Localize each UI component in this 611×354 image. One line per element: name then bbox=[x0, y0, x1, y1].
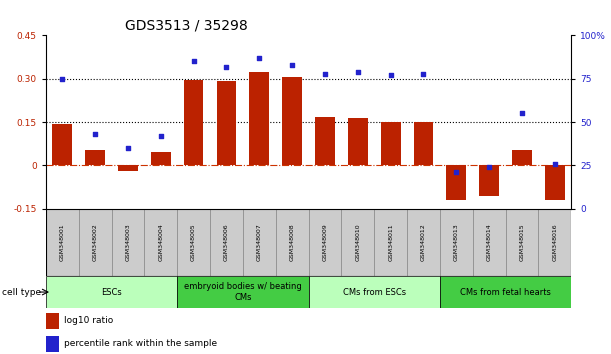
Point bbox=[550, 161, 560, 167]
Point bbox=[254, 55, 264, 61]
Text: GSM348011: GSM348011 bbox=[388, 224, 393, 261]
Text: GSM348003: GSM348003 bbox=[125, 224, 130, 261]
Text: GSM348012: GSM348012 bbox=[421, 224, 426, 261]
Text: GSM348015: GSM348015 bbox=[519, 224, 524, 261]
Bar bbox=[79, 209, 111, 276]
Point bbox=[485, 164, 494, 170]
Point bbox=[90, 131, 100, 137]
Bar bbox=[381, 122, 401, 165]
Text: cell type: cell type bbox=[2, 287, 41, 297]
Bar bbox=[348, 118, 368, 165]
Bar bbox=[86, 150, 105, 165]
Text: GSM348005: GSM348005 bbox=[191, 224, 196, 261]
Text: GSM348016: GSM348016 bbox=[552, 224, 557, 261]
Bar bbox=[111, 209, 144, 276]
Bar bbox=[375, 209, 407, 276]
Text: CMs from fetal hearts: CMs from fetal hearts bbox=[460, 287, 551, 297]
Bar bbox=[506, 209, 538, 276]
Bar bbox=[144, 209, 177, 276]
Bar bbox=[118, 165, 138, 171]
Text: log10 ratio: log10 ratio bbox=[64, 316, 114, 325]
Text: GSM348006: GSM348006 bbox=[224, 224, 229, 261]
Point bbox=[320, 71, 330, 76]
Bar bbox=[440, 209, 473, 276]
Text: GSM348013: GSM348013 bbox=[454, 224, 459, 261]
Bar bbox=[243, 209, 276, 276]
Text: GSM348007: GSM348007 bbox=[257, 224, 262, 261]
Point bbox=[189, 58, 199, 64]
Bar bbox=[177, 276, 309, 308]
Text: GSM348010: GSM348010 bbox=[356, 224, 360, 261]
Text: GSM348008: GSM348008 bbox=[290, 224, 295, 261]
Bar bbox=[545, 165, 565, 200]
Bar bbox=[342, 209, 374, 276]
Bar bbox=[46, 276, 177, 308]
Text: ESCs: ESCs bbox=[101, 287, 122, 297]
Bar bbox=[276, 209, 309, 276]
Point bbox=[123, 145, 133, 151]
Bar bbox=[210, 209, 243, 276]
Bar bbox=[309, 209, 342, 276]
Point bbox=[517, 110, 527, 116]
Text: CMs from ESCs: CMs from ESCs bbox=[343, 287, 406, 297]
Bar bbox=[512, 150, 532, 165]
Bar bbox=[249, 72, 269, 165]
Bar bbox=[177, 209, 210, 276]
Point bbox=[353, 69, 363, 75]
Bar bbox=[407, 209, 440, 276]
Point bbox=[57, 76, 67, 81]
Point bbox=[156, 133, 166, 139]
Point bbox=[419, 71, 428, 76]
Bar bbox=[46, 209, 79, 276]
Text: percentile rank within the sample: percentile rank within the sample bbox=[64, 339, 218, 348]
Bar bbox=[473, 209, 506, 276]
Text: GSM348014: GSM348014 bbox=[487, 224, 492, 261]
Text: GSM348002: GSM348002 bbox=[93, 224, 98, 261]
Text: GSM348004: GSM348004 bbox=[158, 224, 163, 261]
Bar bbox=[151, 153, 170, 165]
Bar bbox=[53, 124, 72, 165]
Bar bbox=[440, 276, 571, 308]
Text: GSM348009: GSM348009 bbox=[323, 224, 327, 261]
Bar bbox=[538, 209, 571, 276]
Bar bbox=[46, 336, 59, 352]
Point bbox=[287, 62, 297, 68]
Bar bbox=[309, 276, 440, 308]
Bar bbox=[414, 122, 433, 165]
Bar bbox=[46, 313, 59, 329]
Point bbox=[386, 73, 395, 78]
Bar bbox=[282, 77, 302, 165]
Bar bbox=[479, 165, 499, 196]
Text: GDS3513 / 35298: GDS3513 / 35298 bbox=[125, 19, 247, 33]
Text: embryoid bodies w/ beating
CMs: embryoid bodies w/ beating CMs bbox=[184, 282, 302, 302]
Bar bbox=[217, 81, 236, 165]
Point bbox=[222, 64, 232, 69]
Bar bbox=[447, 165, 466, 200]
Text: GSM348001: GSM348001 bbox=[60, 224, 65, 261]
Point bbox=[452, 170, 461, 175]
Bar bbox=[315, 117, 335, 165]
Bar bbox=[184, 80, 203, 165]
